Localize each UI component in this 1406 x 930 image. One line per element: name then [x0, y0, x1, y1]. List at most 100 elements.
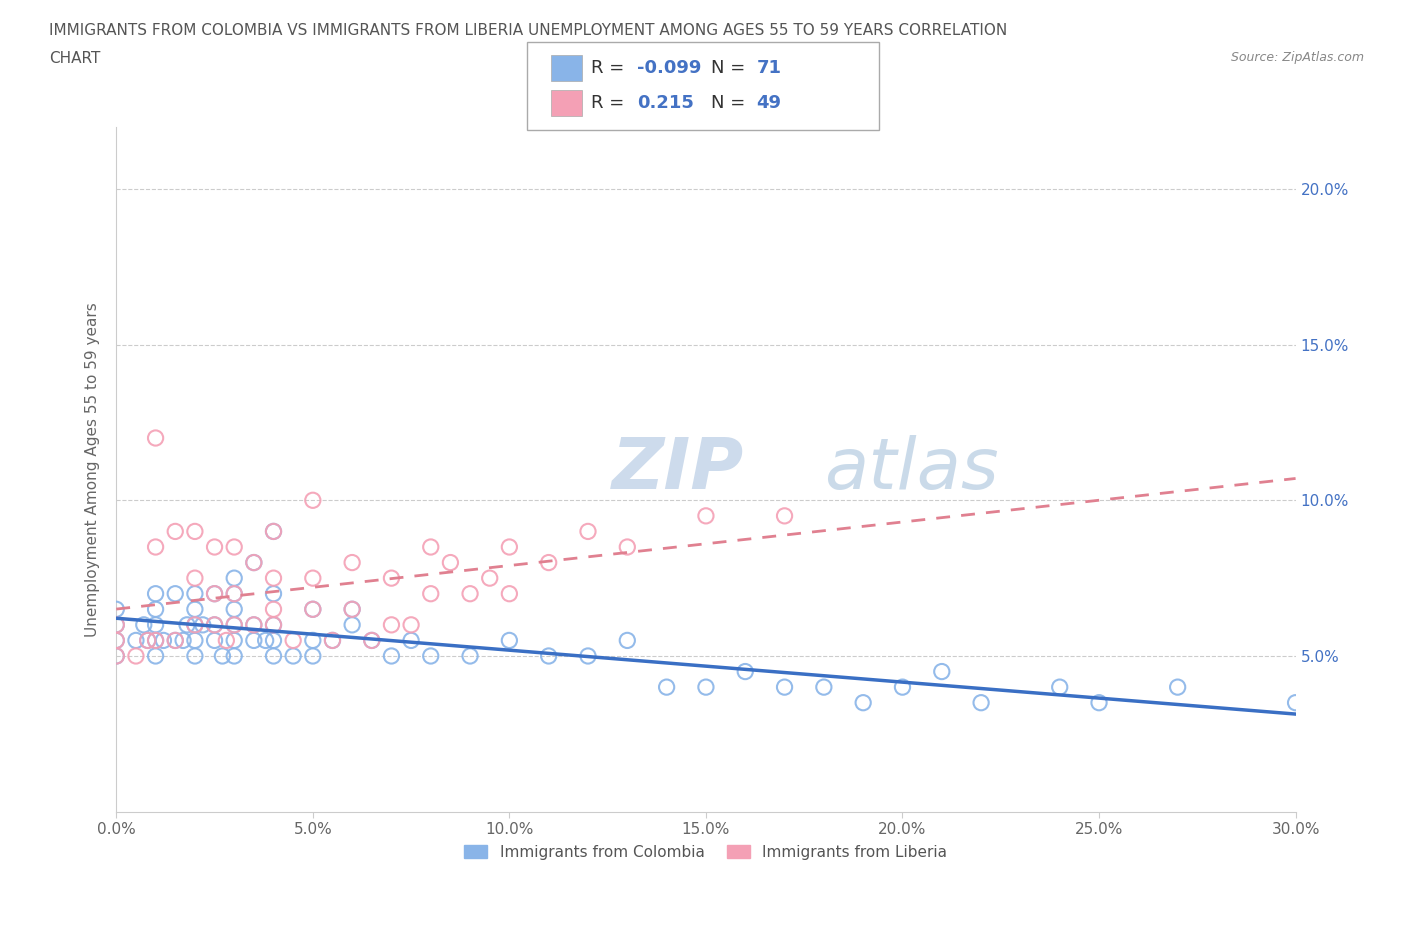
Point — [184, 633, 207, 648]
Point — [165, 524, 187, 538]
Point — [204, 618, 226, 632]
Point — [380, 648, 402, 663]
Point — [321, 633, 343, 648]
Point — [254, 633, 277, 648]
Point — [243, 555, 266, 570]
Point — [191, 618, 214, 632]
Point — [105, 633, 128, 648]
Point — [1167, 680, 1189, 695]
Point — [224, 618, 246, 632]
Point — [145, 602, 167, 617]
Point — [321, 633, 343, 648]
Point — [215, 633, 238, 648]
Point — [224, 602, 246, 617]
Text: 0.215: 0.215 — [637, 94, 693, 113]
Point — [176, 618, 198, 632]
Text: R =: R = — [591, 94, 624, 113]
Point — [224, 586, 246, 601]
Point — [616, 539, 638, 554]
Point — [145, 586, 167, 601]
Point — [263, 571, 285, 586]
Point — [105, 618, 128, 632]
Point — [340, 602, 363, 617]
Point — [458, 586, 481, 601]
Point — [184, 648, 207, 663]
Point — [439, 555, 461, 570]
Text: atlas: atlas — [824, 434, 998, 504]
Point — [537, 555, 560, 570]
Point — [301, 493, 323, 508]
Point — [263, 633, 285, 648]
Text: 49: 49 — [756, 94, 782, 113]
Point — [165, 633, 187, 648]
Point — [498, 586, 520, 601]
Point — [243, 618, 266, 632]
Point — [243, 618, 266, 632]
Text: ZIP: ZIP — [612, 434, 744, 504]
Point — [263, 648, 285, 663]
Point — [380, 571, 402, 586]
Point — [360, 633, 382, 648]
Point — [184, 571, 207, 586]
Y-axis label: Unemployment Among Ages 55 to 59 years: Unemployment Among Ages 55 to 59 years — [86, 301, 100, 636]
Point — [184, 618, 207, 632]
Point — [184, 524, 207, 538]
Point — [1088, 696, 1111, 711]
Point — [243, 555, 266, 570]
Point — [891, 680, 914, 695]
Point — [105, 633, 128, 648]
Point — [204, 586, 226, 601]
Point — [301, 633, 323, 648]
Point — [136, 633, 159, 648]
Point — [301, 648, 323, 663]
Point — [172, 633, 194, 648]
Point — [224, 539, 246, 554]
Point — [695, 509, 717, 524]
Point — [204, 633, 226, 648]
Point — [419, 648, 441, 663]
Point — [301, 602, 323, 617]
Point — [283, 633, 305, 648]
Point — [360, 633, 382, 648]
Point — [184, 602, 207, 617]
Point — [224, 571, 246, 586]
Point — [165, 633, 187, 648]
Point — [399, 633, 422, 648]
Text: Source: ZipAtlas.com: Source: ZipAtlas.com — [1230, 51, 1364, 64]
Point — [211, 648, 233, 663]
Point — [125, 648, 148, 663]
Point — [340, 555, 363, 570]
Point — [419, 539, 441, 554]
Point — [263, 618, 285, 632]
Point — [576, 524, 599, 538]
Point — [813, 680, 835, 695]
Point — [458, 648, 481, 663]
Text: CHART: CHART — [49, 51, 101, 66]
Point — [263, 602, 285, 617]
Point — [283, 648, 305, 663]
Point — [145, 618, 167, 632]
Point — [204, 586, 226, 601]
Point — [301, 602, 323, 617]
Point — [145, 633, 167, 648]
Point — [224, 633, 246, 648]
Point — [734, 664, 756, 679]
Point — [263, 524, 285, 538]
Point — [224, 586, 246, 601]
Point — [340, 602, 363, 617]
Point — [105, 648, 128, 663]
Point — [380, 618, 402, 632]
Point — [931, 664, 953, 679]
Point — [970, 696, 993, 711]
Text: N =: N = — [711, 94, 745, 113]
Text: N =: N = — [711, 59, 745, 77]
Point — [105, 602, 128, 617]
Text: -0.099: -0.099 — [637, 59, 702, 77]
Point — [419, 586, 441, 601]
Point — [184, 586, 207, 601]
Point — [301, 571, 323, 586]
Point — [152, 633, 174, 648]
Point — [165, 586, 187, 601]
Point — [478, 571, 501, 586]
Legend: Immigrants from Colombia, Immigrants from Liberia: Immigrants from Colombia, Immigrants fro… — [458, 839, 953, 866]
